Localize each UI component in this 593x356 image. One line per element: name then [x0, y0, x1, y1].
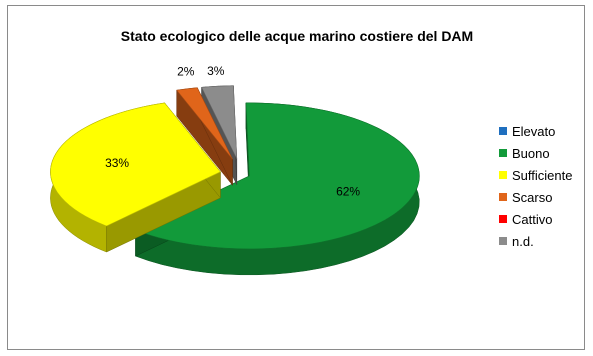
legend-label: Cattivo	[512, 211, 553, 227]
chart-title: Stato ecologico delle acque marino costi…	[120, 28, 474, 44]
legend-label: Buono	[512, 145, 550, 161]
legend-item: n.d.	[499, 230, 572, 252]
pie-slice-scarso	[176, 87, 233, 186]
pie-slice-top	[176, 87, 233, 160]
legend-swatch	[499, 149, 507, 157]
legend-item: Scarso	[499, 186, 572, 208]
pie-slice-top	[201, 85, 238, 159]
legend-label: Elevato	[512, 123, 556, 139]
pie-slice-sufficiente	[50, 102, 221, 253]
pie-slice-top	[50, 102, 221, 227]
data-label-scarso: 2%	[177, 65, 195, 79]
data-label-buono: 62%	[336, 185, 360, 199]
legend-swatch	[499, 193, 507, 201]
pie-plot: 62% 33% 3% 2%	[50, 64, 420, 276]
legend-item: Elevato	[499, 120, 572, 142]
data-label-sufficiente: 33%	[105, 156, 129, 170]
data-label-n-d: 3%	[207, 64, 225, 78]
pie-slice-top	[134, 102, 420, 250]
legend-item: Sufficiente	[499, 164, 572, 186]
legend-item: Buono	[499, 142, 572, 164]
chart-area: Stato ecologico delle acque marino costi…	[7, 5, 585, 350]
pie-slice-buono	[134, 102, 420, 276]
legend-item: Cattivo	[499, 208, 572, 230]
legend: Elevato Buono Sufficiente Scarso Cattivo n.d.	[499, 120, 572, 252]
legend-swatch	[499, 237, 507, 245]
legend-label: Scarso	[512, 189, 553, 205]
legend-swatch	[499, 171, 507, 179]
legend-label: n.d.	[512, 233, 534, 249]
legend-label: Sufficiente	[512, 167, 573, 183]
legend-swatch	[499, 127, 507, 135]
legend-swatch	[499, 215, 507, 223]
